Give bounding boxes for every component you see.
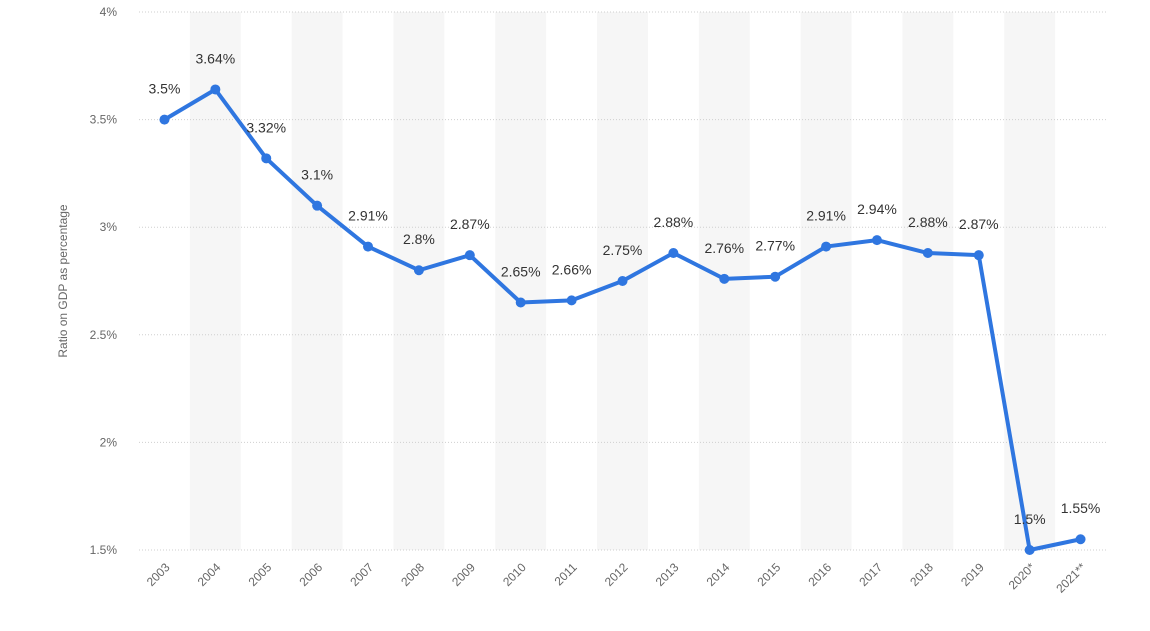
point [719,273,730,284]
point [770,271,781,282]
column-band [393,12,445,550]
x-tick-label: 2011 [552,560,580,588]
y-tick-label: 4% [100,5,118,19]
point [464,250,475,261]
x-tick-label: 2016 [805,560,834,589]
point [261,153,272,164]
data-label: 2.77% [755,238,795,254]
x-tick-label: 2005 [246,560,275,589]
column-band [800,12,852,550]
data-label: 3.32% [246,119,286,135]
data-label: 3.1% [301,167,333,183]
data-label: 3.64% [195,50,235,66]
data-label: 2.91% [348,208,388,224]
data-label: 2.87% [450,216,490,232]
y-tick-label: 2.5% [90,328,118,342]
x-tick-label: 2020* [1006,560,1038,592]
x-tick-label: 2015 [755,560,784,589]
y-tick-label: 3% [100,220,118,234]
column-band [495,12,547,550]
x-tick-label: 2009 [449,560,478,589]
point [159,114,170,125]
point [617,276,628,286]
x-tick-label: 2007 [347,560,376,589]
data-label: 2.65% [501,264,541,280]
x-tick-label: 2018 [907,560,936,589]
point [363,241,374,252]
y-axis-title: Ratio on GDP as percentage [56,204,70,358]
data-label: 2.66% [552,261,592,277]
data-label: 1.5% [1014,511,1046,527]
x-tick-label: 2003 [144,560,173,589]
point [1075,534,1086,545]
point [1024,545,1035,555]
point [821,241,832,252]
x-tick-label: 2006 [296,560,325,589]
y-tick-label: 1.5% [90,543,118,557]
point [973,250,984,261]
point [413,265,424,276]
x-tick-label: 2008 [398,560,427,589]
y-tick-label: 3.5% [90,113,118,127]
point [210,84,221,95]
data-label: 2.88% [654,214,694,230]
x-tick-label: 2004 [195,560,224,589]
column-band [902,12,954,550]
x-tick-label: 2012 [602,560,631,589]
x-tick-label: 2017 [856,560,885,589]
point [668,248,679,259]
x-tick-label: 2010 [500,560,529,589]
x-tick-label: 2021** [1053,560,1089,596]
point [566,295,577,306]
data-label: 2.94% [857,201,897,217]
y-tick-label: 2% [100,435,118,449]
x-tick-label: 2013 [653,560,682,589]
x-tick-label: 2019 [958,560,987,589]
column-band [291,12,343,550]
data-label: 1.55% [1061,500,1101,516]
data-label: 2.91% [806,208,846,224]
x-tick-label: 2014 [704,560,733,589]
point [312,200,323,211]
data-label: 2.87% [959,216,999,232]
column-band [1004,12,1056,550]
data-label: 2.88% [908,214,948,230]
point [515,297,526,308]
point [922,248,933,259]
data-label: 3.5% [148,81,180,97]
point [871,235,882,246]
data-label: 2.75% [603,242,643,258]
data-label: 2.8% [403,231,435,247]
data-label: 2.76% [704,240,744,256]
